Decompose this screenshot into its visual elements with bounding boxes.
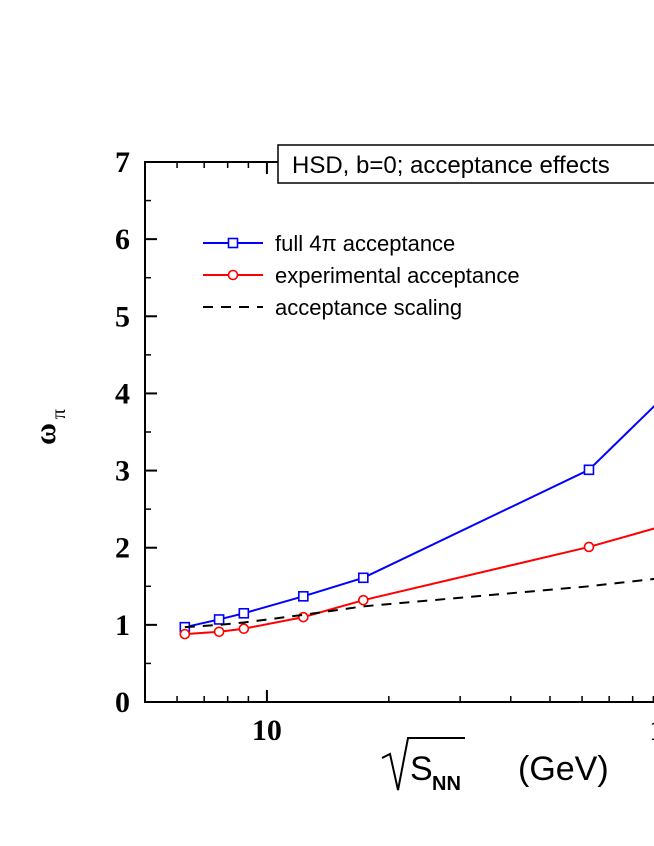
legend-label: full 4π acceptance xyxy=(275,231,455,256)
point xyxy=(213,626,225,638)
point xyxy=(583,541,595,553)
point xyxy=(238,607,250,619)
y-tick-label: 2 xyxy=(115,532,130,565)
point xyxy=(298,611,309,623)
legend-label: acceptance scaling xyxy=(275,295,462,320)
y-tick-label: 7 xyxy=(115,146,130,179)
annotation: HSD, b=0; acceptance effects xyxy=(292,152,610,179)
series-line xyxy=(184,404,654,629)
point xyxy=(298,591,309,602)
x-tick-label: 100 xyxy=(649,714,654,747)
x-axis-label-base: S xyxy=(410,750,433,788)
y-tick-label: 5 xyxy=(115,300,130,333)
y-tick-label: 0 xyxy=(115,686,130,719)
legend-label: experimental acceptance xyxy=(275,263,520,288)
y-tick-label: 3 xyxy=(115,455,130,488)
y-axis-label: ωπ xyxy=(29,409,70,445)
point xyxy=(238,623,250,635)
point xyxy=(358,594,369,606)
legend-marker xyxy=(227,237,239,249)
x-tick-label: 10 xyxy=(252,714,282,747)
legend-marker xyxy=(227,269,239,281)
y-tick-label: 6 xyxy=(115,223,130,256)
y-tick-label: 4 xyxy=(115,377,130,410)
point xyxy=(179,628,191,640)
x-axis-label-unit: (GeV) xyxy=(518,750,609,788)
sqrt-sign xyxy=(381,737,465,791)
series-line xyxy=(184,577,654,629)
x-axis-label-sub: NN xyxy=(432,773,461,795)
y-tick-label: 1 xyxy=(115,609,130,642)
y-axis-label-main: ω xyxy=(29,423,62,445)
series-line xyxy=(184,527,654,636)
y-axis-label-sub: π xyxy=(48,409,70,419)
point xyxy=(358,572,369,584)
annotation-box xyxy=(277,144,654,184)
point xyxy=(213,614,225,625)
point xyxy=(583,464,595,476)
